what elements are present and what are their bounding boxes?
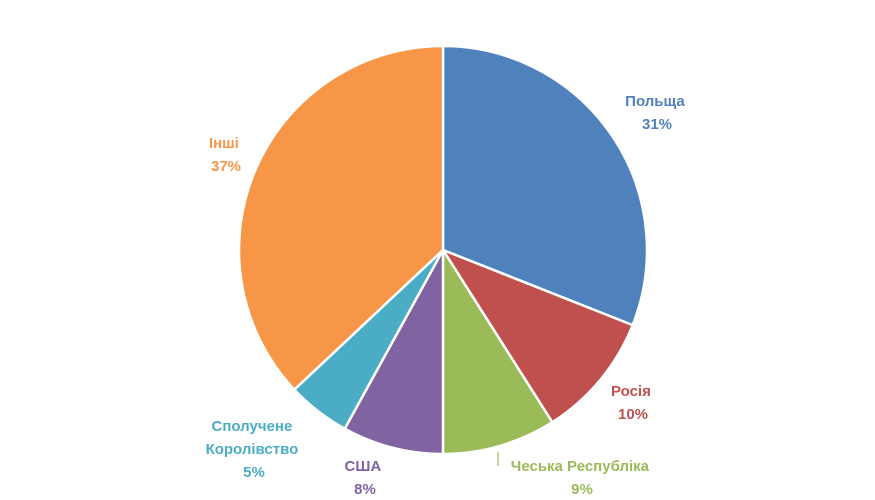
pie-slice-usa [343, 248, 445, 456]
label-russia: Росія 10% [611, 383, 655, 423]
pie-slice-russia [441, 248, 634, 424]
label-usa: США 8% [345, 458, 386, 498]
pie-slice-czech-republic [441, 248, 554, 456]
pie-slice-poland [441, 44, 649, 327]
label-usa-name: США [345, 458, 382, 475]
pie-slices [237, 44, 649, 456]
label-russia-percent: 10% [618, 406, 648, 423]
pie-slice-others [237, 44, 445, 391]
label-others: Інші 37% [209, 135, 243, 175]
label-united-kingdom-name-line2: Королівство [206, 441, 299, 458]
label-united-kingdom: Сполучене Королівство 5% [206, 418, 303, 481]
label-poland-percent: 31% [642, 116, 672, 133]
data-labels: Польща 31% Росія 10% Чеська Республіка 9… [206, 93, 689, 498]
label-czech-republic-name: Чеська Республіка [511, 458, 650, 475]
label-russia-name: Росія [611, 383, 651, 400]
label-others-percent: 37% [211, 158, 241, 175]
label-usa-percent: 8% [354, 481, 376, 498]
label-poland: Польща 31% [625, 93, 689, 133]
label-poland-name: Польща [625, 93, 685, 110]
label-united-kingdom-name-line1: Сполучене [212, 418, 293, 435]
label-others-name: Інші [209, 135, 239, 152]
label-czech-republic: Чеська Республіка 9% [511, 458, 653, 498]
label-united-kingdom-percent: 5% [243, 464, 265, 481]
label-czech-republic-percent: 9% [571, 481, 593, 498]
